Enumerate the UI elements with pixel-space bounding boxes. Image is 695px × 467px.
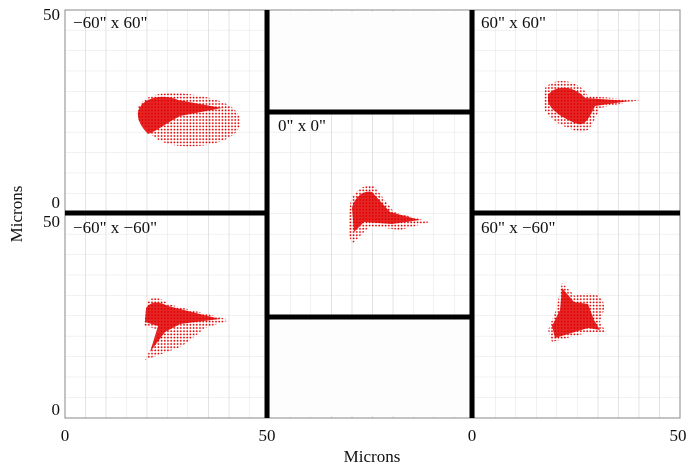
panel-dividers: [65, 10, 680, 418]
panel-label: −60" x −60": [73, 218, 157, 237]
x-tick-label: 0: [468, 426, 477, 445]
blank-region: [270, 12, 470, 110]
y-tick-label: 0: [52, 400, 61, 419]
blank-region: [270, 320, 470, 416]
panel-label: 60" x −60": [481, 218, 555, 237]
spot-core: [352, 191, 420, 232]
x-tick-label: 50: [670, 426, 687, 445]
spot-core: [145, 302, 220, 352]
spot-core: [552, 288, 600, 338]
spot-core: [137, 96, 222, 134]
spot-core: [548, 87, 630, 125]
panel-label: 60" x 60": [481, 13, 546, 32]
x-tick-label: 0: [61, 426, 70, 445]
y-axis-label: Microns: [7, 186, 26, 243]
panel-label: 0" x 0": [278, 116, 326, 135]
x-tick-label: 50: [259, 426, 276, 445]
panel-label: −60" x 60": [73, 13, 147, 32]
y-tick-label: 0: [52, 193, 61, 212]
y-tick-label: 50: [43, 5, 60, 24]
spot-clouds: [136, 81, 640, 360]
x-axis-label: Microns: [344, 447, 401, 466]
y-tick-label: 50: [43, 212, 60, 231]
